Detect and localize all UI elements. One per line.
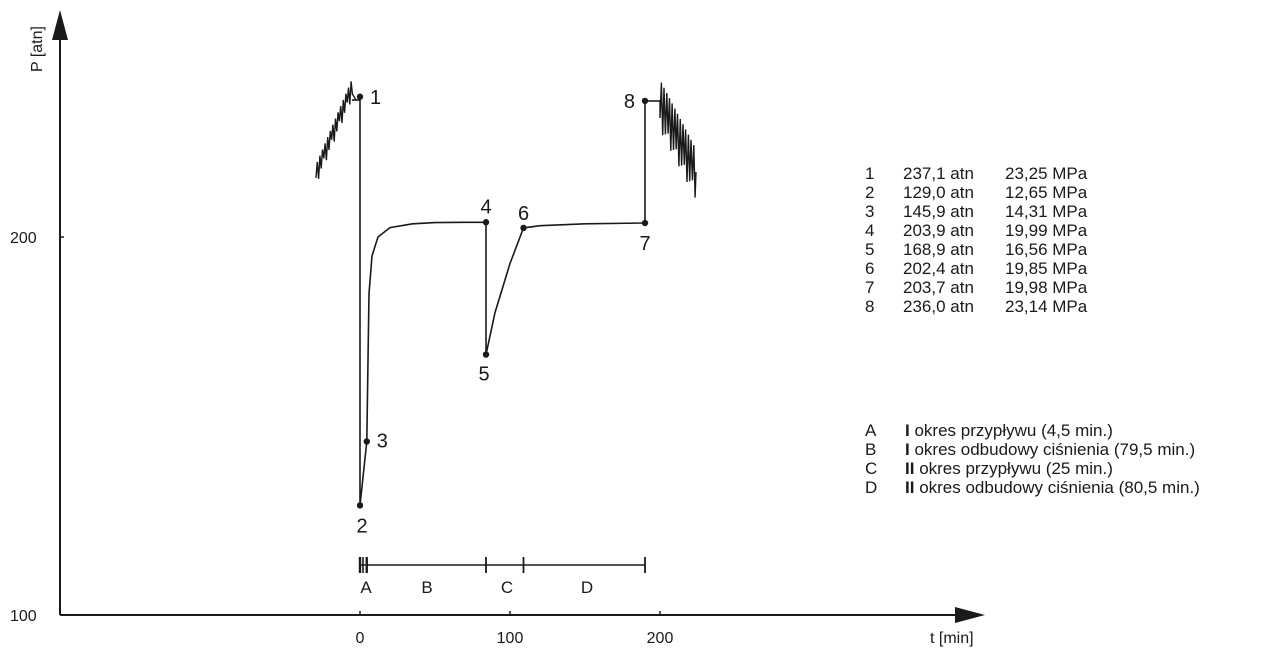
period-letter: D xyxy=(865,478,878,497)
period-bar-label-D: D xyxy=(581,578,593,597)
x-axis-arrow xyxy=(955,607,985,623)
point-marker-7 xyxy=(641,219,649,227)
point-values-table: 1 237,1 atn 23,25 MPa 2 129,0 atn 12,65 MPa … xyxy=(865,164,1087,316)
point-number: 7 xyxy=(865,278,875,297)
point-row: 8 236,0 atn 23,14 MPa xyxy=(865,297,1087,316)
pressure-curve xyxy=(359,96,646,506)
point-row: 6 202,4 atn 19,85 MPa xyxy=(865,259,1087,278)
point-marker-4 xyxy=(482,219,490,226)
period-letter: B xyxy=(865,440,877,459)
point-atn: 168,9 atn xyxy=(903,240,974,259)
period-row: B I okres odbudowy ciśnienia (79,5 min.) xyxy=(865,440,1200,459)
point-label-8: 8 xyxy=(624,91,635,113)
point-mpa: 23,14 MPa xyxy=(1005,297,1088,316)
x-tick-100: 100 xyxy=(497,630,524,647)
period-letter: A xyxy=(865,421,877,440)
point-number: 8 xyxy=(865,297,875,316)
period-bar-label-B: B xyxy=(421,578,432,597)
period-text: okres odbudowy ciśnienia (79,5 min.) xyxy=(914,440,1196,459)
point-atn: 236,0 atn xyxy=(903,297,974,316)
trace-right xyxy=(659,82,697,198)
point-atn: 237,1 atn xyxy=(903,164,974,183)
point-mpa: 12,65 MPa xyxy=(1005,183,1088,202)
point-atn: 145,9 atn xyxy=(903,202,974,221)
point-mpa: 19,99 MPa xyxy=(1005,221,1088,240)
x-tick-200: 200 xyxy=(647,630,674,647)
point-row: 2 129,0 atn 12,65 MPa xyxy=(865,183,1087,202)
trace-left xyxy=(315,81,357,179)
point-marker-2 xyxy=(356,502,364,509)
point-mpa: 16,56 MPa xyxy=(1005,240,1088,259)
point-row: 5 168,9 atn 16,56 MPa xyxy=(865,240,1087,259)
point-marker-6 xyxy=(520,224,527,232)
y-axis-arrow xyxy=(52,10,68,40)
x-tick-0: 0 xyxy=(356,630,365,647)
point-marker-8 xyxy=(641,97,649,105)
point-mpa: 19,98 MPa xyxy=(1005,278,1088,297)
point-row: 4 203,9 atn 19,99 MPa xyxy=(865,221,1087,240)
recorder-trace-marks xyxy=(315,81,697,198)
period-bar-label-C: C xyxy=(501,578,513,597)
point-label-6: 6 xyxy=(518,203,529,225)
point-atn: 202,4 atn xyxy=(903,259,974,278)
point-marker-3 xyxy=(363,438,370,445)
point-number: 4 xyxy=(865,221,875,240)
point-number: 1 xyxy=(865,164,875,183)
point-row: 7 203,7 atn 19,98 MPa xyxy=(865,278,1087,297)
point-marker-1 xyxy=(356,93,364,100)
point-row: 1 237,1 atn 23,25 MPa xyxy=(865,164,1087,183)
period-row: C II okres przypływu (25 min.) xyxy=(865,459,1200,478)
point-atn: 203,9 atn xyxy=(903,221,974,240)
point-label-5: 5 xyxy=(478,364,489,386)
x-axis-label: t [min] xyxy=(930,630,974,647)
period-letter: C xyxy=(865,459,878,478)
point-label-2: 2 xyxy=(356,515,367,537)
period-legend: A I okres przypływu (4,5 min.) B I okres o… xyxy=(865,421,1200,497)
point-label-1: 1 xyxy=(370,87,381,109)
y-tick-100: 100 xyxy=(10,608,37,625)
period-text: okres odbudowy ciśnienia (80,5 min.) xyxy=(919,478,1200,497)
point-mpa: 19,85 MPa xyxy=(1005,259,1088,278)
point-label-4: 4 xyxy=(480,196,491,218)
period-bar-label-A: A xyxy=(360,578,372,597)
point-number: 2 xyxy=(865,183,875,202)
period-roman: I xyxy=(905,421,910,440)
period-row: D II okres odbudowy ciśnienia (80,5 min.) xyxy=(865,478,1200,497)
point-mpa: 14,31 MPa xyxy=(1005,202,1088,221)
period-text: okres przypływu (25 min.) xyxy=(919,459,1113,478)
point-number: 6 xyxy=(865,259,875,278)
period-roman: I xyxy=(905,440,910,459)
period-roman: II xyxy=(905,459,915,478)
point-label-3: 3 xyxy=(377,430,388,452)
period-roman: II xyxy=(905,478,915,497)
period-bar: A B C D xyxy=(358,557,646,597)
point-atn: 129,0 atn xyxy=(903,183,974,202)
point-atn: 203,7 atn xyxy=(903,278,974,297)
point-mpa: 23,25 MPa xyxy=(1005,164,1088,183)
point-row: 3 145,9 atn 14,31 MPa xyxy=(865,202,1087,221)
period-row: A I okres przypływu (4,5 min.) xyxy=(865,421,1200,440)
period-text: okres przypływu (4,5 min.) xyxy=(914,421,1113,440)
y-axis-label: P [atn] xyxy=(29,26,46,72)
data-points: 1 2 3 4 5 6 7 8 xyxy=(356,87,650,538)
point-number: 5 xyxy=(865,240,875,259)
point-label-7: 7 xyxy=(639,233,650,255)
point-number: 3 xyxy=(865,202,875,221)
point-marker-5 xyxy=(482,351,490,358)
y-tick-200: 200 xyxy=(10,230,37,247)
